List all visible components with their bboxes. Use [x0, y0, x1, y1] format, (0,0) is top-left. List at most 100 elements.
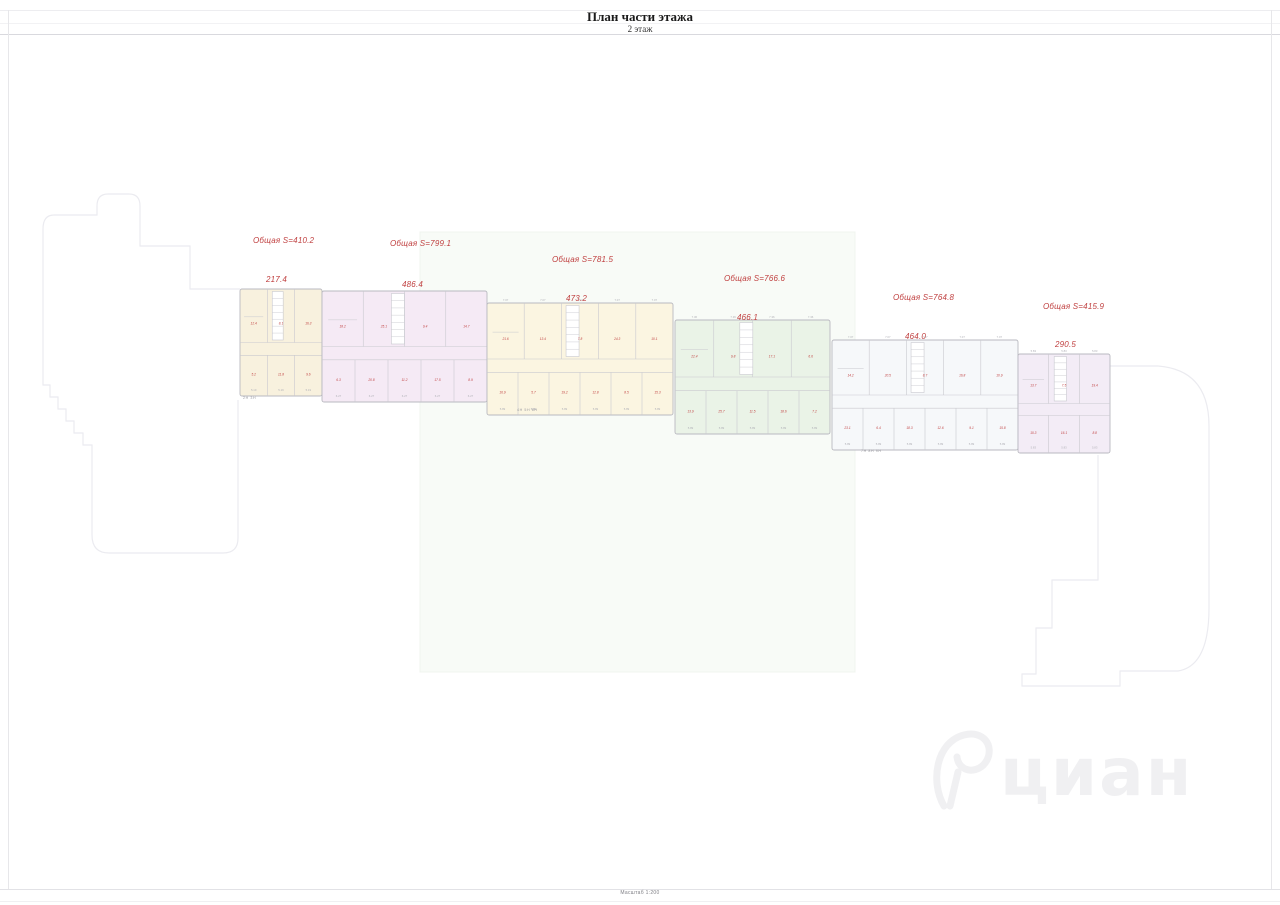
room-area-label: 12.4: [251, 321, 257, 325]
room-area-label: 10.9: [996, 373, 1002, 377]
room-area-label: 16.8: [959, 373, 965, 377]
room-area-label: 6.6: [808, 355, 813, 359]
dimension-label: 5.89: [688, 426, 694, 430]
room-area-label: 25.1: [380, 325, 387, 329]
room-area-label: 14.2: [847, 373, 853, 377]
dimension-label: 7.36: [730, 315, 736, 319]
dimension-label: 5.89: [812, 426, 818, 430]
dimension-label: 5.19: [251, 388, 257, 392]
room-area-label: 20.8: [367, 378, 374, 382]
dimension-label: 5.83: [1061, 349, 1067, 353]
section-total-area-label: Общая S=410.2: [253, 236, 315, 245]
dimension-label: 6.27: [402, 394, 408, 398]
dimension-label: 5.89: [655, 407, 661, 411]
section-part-area-label: 473.2: [566, 294, 587, 303]
room-area-label: 8.9: [468, 378, 473, 382]
dimension-label: 7.07: [922, 335, 928, 339]
floor-section-4: 22.4 7.36 9.8 7.36 17.1 7.36 6.6 7.36 13.9 5.89 25…: [674, 315, 831, 435]
section-part-area-label: 466.1: [737, 313, 758, 322]
section-total-area-label: Общая S=799.1: [390, 239, 451, 248]
stair-shaft: [271, 291, 284, 341]
header-divider-bottom: [0, 34, 1280, 35]
dimension-label: 5.83: [1031, 445, 1037, 449]
room-area-label: 8.5: [624, 391, 629, 395]
dimension-label: 6.27: [435, 394, 441, 398]
dimension-label: 5.19: [306, 388, 312, 392]
dimension-label: 7.07: [577, 298, 583, 302]
room-area-label: 24.3: [613, 337, 620, 341]
dimension-label: 5.83: [1092, 445, 1098, 449]
room-area-label: 15.8: [999, 426, 1005, 430]
room-area-label: 6.3: [336, 378, 341, 382]
section-total-area-label: Общая S=764.8: [893, 293, 955, 302]
room-area-label: 11.5: [750, 409, 756, 413]
adjacent-building-outline-right: [1021, 365, 1210, 687]
dimension-label: 5.89: [876, 442, 882, 446]
room-area-label: 22.4: [690, 355, 697, 359]
dimension-label: 7.07: [885, 335, 891, 339]
room-area-label: 11.8: [278, 373, 284, 377]
stair-shaft: [565, 305, 580, 357]
room-area-label: 20.5: [884, 373, 891, 377]
premise-number-mark: 4Н 5Н 6Н: [517, 408, 538, 412]
room-area-label: 13.4: [540, 337, 546, 341]
room-area-label: 13.7: [1030, 384, 1036, 388]
section-part-area-label: 290.5: [1054, 340, 1076, 349]
section-part-area-label: 217.4: [265, 275, 287, 284]
dimension-label: 7.07: [848, 335, 854, 339]
stair-shaft: [391, 293, 405, 345]
room-area-label: 13.9: [687, 409, 693, 413]
dimension-label: 5.89: [562, 407, 568, 411]
room-area-label: 11.2: [402, 378, 408, 382]
dimension-label: 5.83: [1031, 349, 1037, 353]
dimension-label: 7.07: [959, 335, 965, 339]
dimension-label: 5.89: [938, 442, 944, 446]
dimension-label: 5.89: [750, 426, 756, 430]
room-area-label: 8.8: [1092, 431, 1097, 435]
dimension-label: 7.07: [540, 298, 546, 302]
stair-shaft: [1053, 356, 1067, 402]
section-total-area-label: Общая S=766.6: [724, 274, 786, 283]
dimension-label: 5.89: [500, 407, 506, 411]
dimension-label: 5.83: [1092, 349, 1098, 353]
room-area-label: 10.3: [1030, 431, 1036, 435]
room-area-label: 9.8: [731, 355, 736, 359]
room-area-label: 12.6: [937, 426, 943, 430]
adjacent-building-outline-left: [42, 193, 240, 554]
page-border-right: [1271, 10, 1272, 889]
room-area-label: 8.1: [279, 321, 284, 325]
floor-section-1: 12.4 8.1 16.3 5.2 5.19 11.8 5.19 9.6 5.19: [239, 288, 323, 397]
section-part-area-label: 464.0: [905, 332, 926, 341]
floor-subtitle: 2 этаж: [627, 24, 653, 34]
dimension-label: 7.07: [997, 335, 1003, 339]
dimension-label: 5.83: [1061, 445, 1067, 449]
footer-divider-bottom: [0, 901, 1280, 902]
room-area-label: 16.3: [305, 321, 311, 325]
room-area-label: 16.9: [499, 391, 505, 395]
header-divider-top: [0, 10, 1280, 11]
room-area-label: 17.5: [434, 378, 440, 382]
room-area-label: 7.8: [578, 337, 583, 341]
footer-divider: [0, 889, 1280, 890]
floor-section-6: 13.7 5.83 7.5 5.83 19.4 5.83 10.3 5.83 16.1 5.83 8…: [1017, 349, 1111, 454]
page-title: План части этажа: [587, 9, 693, 24]
dimension-label: 5.19: [278, 388, 284, 392]
floor-section-5: 14.2 7.07 20.5 7.07 8.7 7.07 16.8 7.07 10.9 7.07 2…: [831, 335, 1019, 451]
room-area-label: 9.1: [969, 426, 974, 430]
room-area-label: 9.4: [423, 325, 428, 329]
room-area-label: 7.2: [812, 409, 817, 413]
room-area-label: 19.4: [1092, 384, 1098, 388]
dimension-label: 5.89: [907, 442, 913, 446]
dimension-label: 5.89: [593, 407, 599, 411]
stair-shaft: [910, 342, 925, 393]
room-area-label: 9.6: [306, 373, 311, 377]
section-part-area-label: 486.4: [402, 280, 423, 289]
room-area-label: 15.3: [654, 391, 660, 395]
room-area-label: 23.1: [843, 426, 850, 430]
room-area-label: 21.6: [501, 337, 508, 341]
dimension-label: 6.27: [468, 394, 474, 398]
floor-section-2: 18.2 25.1 9.4 14.7 6.3 6.27 20.8 6.27 11.2 6.27 17…: [321, 290, 488, 403]
room-area-label: 18.3: [906, 426, 912, 430]
